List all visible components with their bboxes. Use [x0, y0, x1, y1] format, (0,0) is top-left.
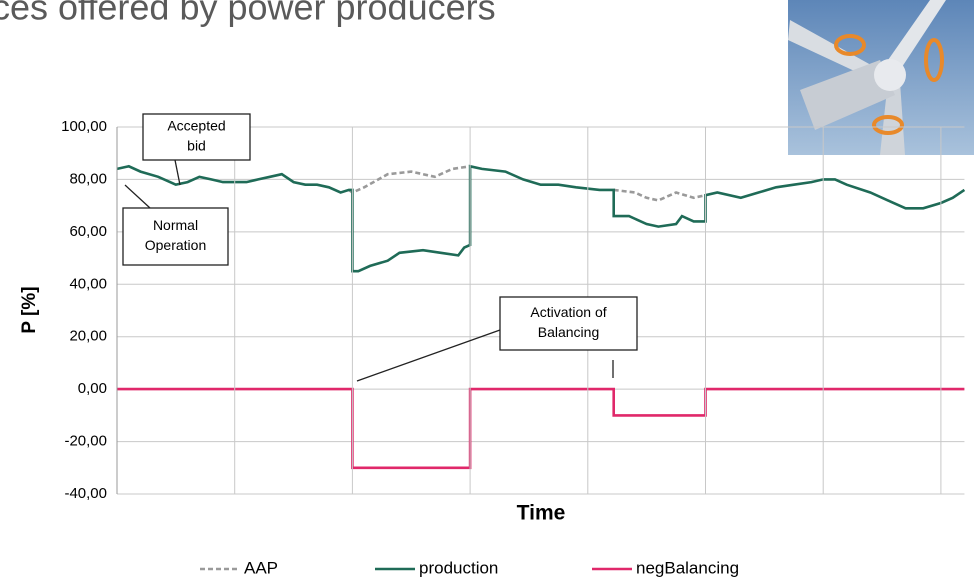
y-tick-label: 20,00 [69, 328, 107, 345]
x-axis-label: Time [517, 502, 566, 525]
series-line [117, 166, 964, 271]
page-title: ces offered by power producers [0, 0, 496, 28]
annotation-text: Normal [153, 217, 198, 233]
series-line [349, 166, 706, 200]
legend-label: production [419, 558, 498, 577]
y-tick-label: 0,00 [78, 380, 107, 397]
y-tick-label: 60,00 [69, 223, 107, 240]
y-tick-label: -20,00 [64, 433, 107, 450]
annotation-text: bid [187, 138, 206, 154]
annotation-text: Accepted [167, 118, 225, 134]
y-tick-label: 100,00 [61, 118, 107, 135]
legend-label: negBalancing [636, 558, 739, 577]
y-tick-label: -40,00 [64, 485, 107, 502]
chart: ces offered by power producers 100,00 80,… [0, 0, 974, 582]
annotation-text: Operation [145, 237, 206, 253]
annotation-text: Balancing [538, 324, 600, 340]
annotation-text: Activation of [530, 304, 606, 320]
y-tick-label: 40,00 [69, 275, 107, 292]
series-line [117, 389, 964, 468]
y-axis-label: P [%] [19, 286, 40, 333]
legend-label: AAP [244, 558, 278, 577]
page: {"page_title":"ces offered by power prod… [0, 0, 974, 582]
turbine-photo [788, 0, 974, 155]
y-tick-label: 80,00 [69, 170, 107, 187]
